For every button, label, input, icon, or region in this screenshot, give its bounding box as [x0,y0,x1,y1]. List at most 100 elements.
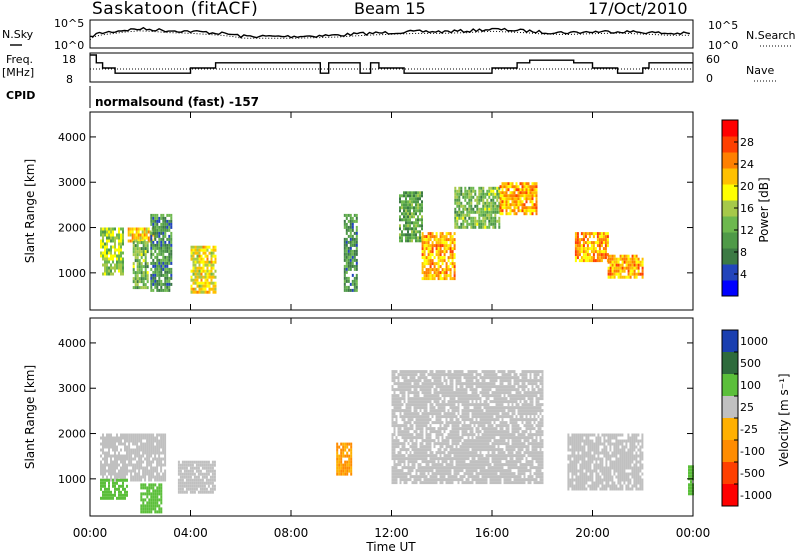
range-cell [122,242,124,246]
range-cell [407,212,409,216]
range-cell [604,244,607,248]
range-cell [168,237,171,241]
range-cell [519,394,522,398]
range-cell [102,254,104,258]
range-cell [445,241,448,245]
range-cell [168,213,171,217]
range-cell [421,403,424,407]
range-cell [407,433,410,437]
range-cell [118,493,120,497]
range-cell [486,198,489,202]
range-cell [458,201,461,205]
range-cell [407,206,409,210]
range-cell [142,510,145,514]
range-cell [445,403,448,407]
range-cell [515,457,518,461]
range-cell [138,250,141,254]
range-cell [152,436,155,440]
range-cell [441,256,444,260]
range-cell [425,430,428,434]
range-cell [461,385,464,389]
range-cell [423,274,426,278]
range-cell [470,210,473,214]
range-cell [419,406,422,410]
range-cell [629,263,632,267]
range-cell [345,216,348,220]
range-cell [445,466,448,470]
range-cell [493,394,496,398]
range-cell [195,466,198,470]
range-cell [338,460,341,464]
range-cell [116,481,118,485]
range-cell [509,182,512,186]
range-cell [110,227,112,231]
range-cell [453,373,456,377]
range-cell [179,466,182,470]
range-cell [347,276,350,280]
range-cell [455,457,458,461]
range-cell [122,251,124,255]
range-cell [122,239,124,243]
range-cell [140,442,143,446]
range-cell [417,218,419,222]
range-cell [187,481,190,485]
range-cell [474,216,477,220]
range-cell [345,222,348,226]
range-cell [490,192,493,196]
range-cell [110,272,112,276]
range-cell [519,400,522,404]
range-cell [108,478,110,482]
range-cell [122,472,124,476]
range-cell [458,189,461,193]
range-cell [421,227,423,231]
range-cell [487,412,490,416]
range-cell [124,457,126,461]
range-cell [154,216,157,220]
range-cell [114,263,116,267]
range-cell [445,418,448,422]
range-cell [204,281,207,285]
range-cell [471,439,474,443]
range-cell [156,463,159,467]
range-cell [523,418,526,422]
range-cell [489,466,492,470]
range-cell [138,463,141,467]
range-cell [425,370,428,374]
range-cell [629,260,632,264]
range-cell [350,451,353,455]
range-cell [480,210,483,214]
range-cell [456,219,459,223]
range-cell [156,433,159,437]
range-cell [144,256,147,260]
range-cell [146,463,149,467]
range-cell [187,472,190,476]
range-cell [152,231,155,235]
range-cell [340,469,343,473]
range-cell [391,475,394,479]
range-cell [147,236,150,240]
range-cell [179,478,182,482]
range-cell [118,475,120,479]
range-cell [483,475,486,479]
range-cell [349,249,352,253]
range-cell [343,273,346,277]
range-cell [106,460,108,464]
range-cell [403,388,406,392]
range-cell [493,418,496,422]
range-cell [481,427,484,431]
range-cell [473,457,476,461]
range-cell [479,391,482,395]
range-cell [148,478,151,482]
range-cell [613,266,616,270]
range-cell [345,270,348,274]
range-cell [417,451,420,455]
range-cell [437,370,440,374]
range-cell [511,182,514,186]
range-cell [393,469,396,473]
range-cell [479,472,482,476]
range-cell [513,427,516,431]
range-cell [435,262,438,266]
range-cell [138,445,141,449]
range-cell [457,439,460,443]
range-cell [429,466,432,470]
